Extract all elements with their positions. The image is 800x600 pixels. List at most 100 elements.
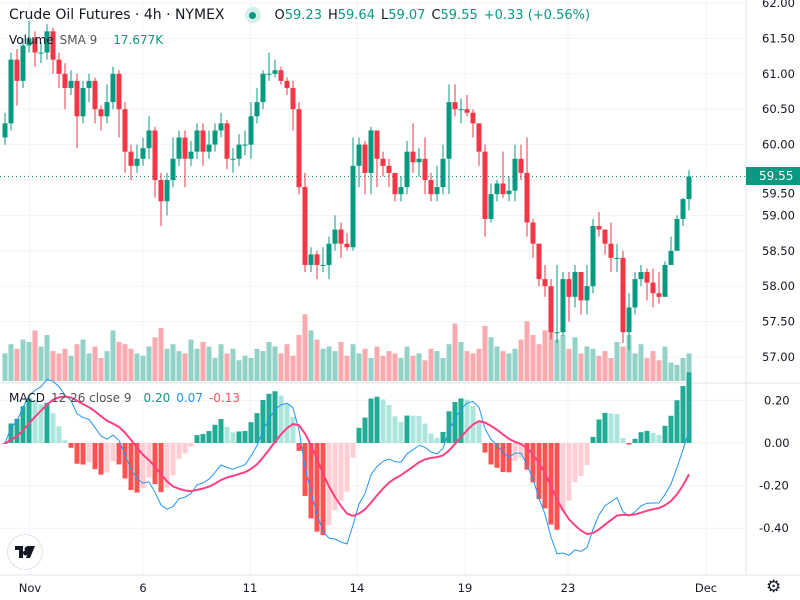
candle-body	[14, 59, 20, 81]
candle-body	[86, 80, 92, 88]
macd-histogram-bar	[158, 443, 164, 493]
candle-body	[602, 229, 608, 244]
volume-bar	[356, 353, 362, 381]
symbol-title[interactable]: Crude Oil Futures · 4h · NYMEX	[9, 7, 225, 23]
macd-histogram-bar	[260, 399, 266, 443]
macd-histogram-bar	[410, 415, 416, 443]
macd-params: 12 26 close 9	[50, 391, 132, 405]
macd-line-value: 0.07	[176, 391, 203, 405]
volume-legend[interactable]: Volume SMA 9 17.677K	[9, 33, 163, 47]
low-label: L	[380, 7, 389, 23]
candle-body	[74, 80, 80, 117]
macd-line	[4, 378, 690, 556]
volume-bar	[464, 351, 470, 381]
candle-body	[392, 172, 398, 195]
macd-histogram-bar	[632, 438, 638, 443]
macd-histogram-bar	[500, 443, 506, 473]
candle-body	[98, 109, 104, 117]
candle-body	[476, 123, 482, 152]
candle-body	[230, 158, 236, 160]
macd-histogram-bar	[392, 416, 398, 443]
candle-body	[500, 183, 506, 195]
price-tick-label: 57.50	[762, 315, 795, 329]
macd-histogram-bar	[242, 431, 248, 443]
macd-histogram-bar	[92, 443, 98, 470]
volume-bar	[602, 351, 608, 381]
candle-body	[380, 158, 386, 166]
candle-body	[212, 130, 218, 145]
volume-bar	[434, 351, 440, 381]
volume-bar	[2, 353, 8, 381]
candle-body	[110, 73, 116, 103]
candle-body	[56, 59, 62, 74]
volume-bar	[266, 341, 272, 381]
macd-histogram-bar	[584, 443, 590, 465]
macd-histogram-bar	[512, 443, 518, 462]
candle-body	[572, 272, 578, 297]
candle-body	[464, 109, 470, 113]
macd-histogram-bar	[236, 431, 242, 443]
candle-body	[194, 130, 200, 152]
macd-histogram-bar	[332, 443, 338, 511]
macd-histogram-bar	[98, 443, 104, 475]
candle-body	[164, 180, 170, 202]
candle-body	[362, 144, 368, 173]
volume-bar	[680, 358, 686, 381]
candle-body	[398, 187, 404, 195]
volume-bar	[380, 355, 386, 381]
candle-body	[80, 87, 86, 117]
candle-body	[44, 31, 50, 53]
volume-bar	[314, 339, 320, 381]
macd-histogram-bar	[218, 419, 224, 443]
candle-body	[20, 45, 26, 81]
candle-body	[320, 264, 326, 266]
volume-bar	[494, 346, 500, 381]
macd-histogram-bar	[578, 443, 584, 477]
macd-histogram-bar	[44, 402, 50, 443]
volume-bar	[428, 348, 434, 381]
candle-body	[50, 31, 56, 60]
volume-bar	[122, 344, 128, 381]
volume-bar	[608, 358, 614, 381]
macd-histogram-bar	[164, 443, 170, 488]
time-tick-label: 19	[458, 581, 473, 595]
volume-bar	[416, 353, 422, 381]
macd-histogram-bar	[284, 403, 290, 443]
candle-body	[272, 70, 278, 74]
price-tick-label: 62.00	[762, 0, 795, 10]
tradingview-logo-icon[interactable]	[8, 535, 42, 569]
volume-bar	[512, 348, 518, 381]
macd-legend[interactable]: MACD 12 26 close 9 0.20 0.07 -0.13	[9, 391, 240, 405]
volume-sma-value: 17.677K	[113, 33, 164, 47]
candle-body	[632, 279, 638, 308]
candle-body	[116, 73, 122, 110]
candle-body	[338, 229, 344, 244]
candle-body	[326, 243, 332, 265]
price-tick-label: 57.00	[762, 350, 795, 364]
macd-histogram-bar	[494, 443, 500, 468]
volume-bar	[62, 348, 68, 381]
candle-body	[482, 151, 488, 219]
volume-bar	[404, 346, 410, 381]
time-tick-label: 6	[139, 581, 146, 595]
volume-bar	[452, 323, 458, 381]
candle-body	[344, 243, 350, 248]
price-tick-label: 60.50	[762, 102, 795, 116]
macd-histogram-bar	[524, 443, 530, 470]
candle-body	[650, 282, 656, 294]
change-value: +0.33 (+0.56%)	[483, 7, 591, 23]
macd-histogram-bar	[122, 443, 128, 479]
volume-bar	[284, 344, 290, 381]
candle-body	[428, 180, 434, 195]
macd-histogram-bar	[32, 400, 38, 443]
candle-body	[260, 73, 266, 103]
volume-bar	[674, 364, 680, 381]
volume-bar	[578, 353, 584, 381]
volume-bar	[20, 339, 26, 381]
macd-histogram-bar	[344, 443, 350, 492]
gear-icon[interactable]: ⚙	[766, 577, 782, 597]
candle-body	[404, 151, 410, 188]
price-tick-label: 58.00	[762, 279, 795, 293]
macd-histogram-bar	[446, 411, 452, 443]
